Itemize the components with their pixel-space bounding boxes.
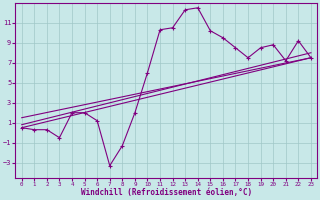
X-axis label: Windchill (Refroidissement éolien,°C): Windchill (Refroidissement éolien,°C) [81, 188, 252, 197]
